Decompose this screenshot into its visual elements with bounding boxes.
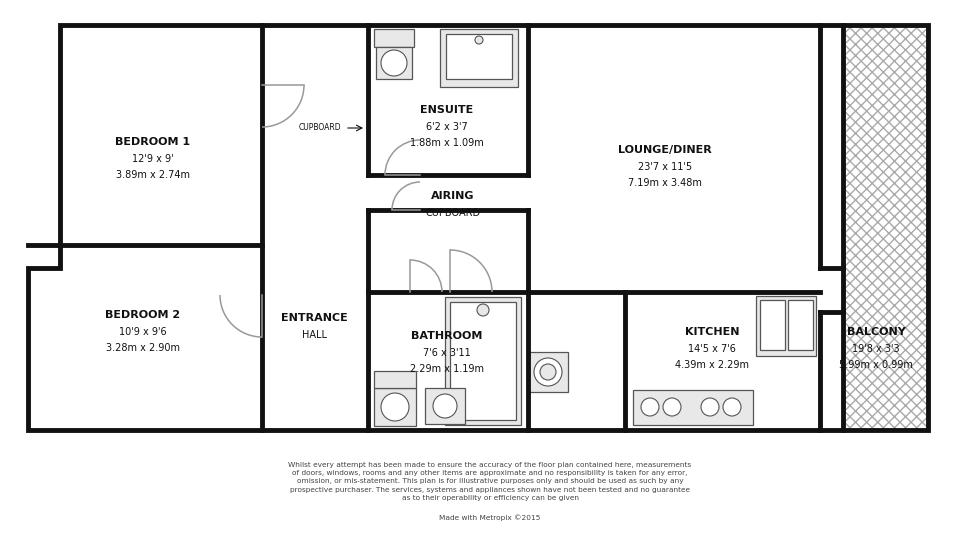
Text: AIRING: AIRING: [431, 191, 474, 201]
Circle shape: [433, 394, 457, 418]
Circle shape: [534, 358, 562, 386]
Text: 10'9 x 9'6: 10'9 x 9'6: [120, 327, 167, 337]
Circle shape: [723, 398, 741, 416]
Circle shape: [477, 304, 489, 316]
Bar: [445, 297, 521, 425]
Text: 19'8 x 3'3: 19'8 x 3'3: [853, 344, 900, 354]
Text: 6'2 x 3'7: 6'2 x 3'7: [426, 122, 467, 132]
Text: 14'5 x 7'6: 14'5 x 7'6: [688, 344, 736, 354]
Bar: [374, 388, 416, 426]
Text: 7'6 x 3'11: 7'6 x 3'11: [423, 348, 470, 358]
Bar: [633, 390, 753, 425]
Bar: [374, 29, 414, 47]
Text: BEDROOM 2: BEDROOM 2: [106, 310, 180, 320]
Text: 3.28m x 2.90m: 3.28m x 2.90m: [106, 343, 180, 353]
Bar: [760, 300, 785, 350]
Text: 1.88m x 1.09m: 1.88m x 1.09m: [410, 138, 484, 148]
Circle shape: [641, 398, 659, 416]
Text: 3.89m x 2.74m: 3.89m x 2.74m: [116, 170, 190, 180]
Circle shape: [540, 364, 556, 380]
Text: ENTRANCE: ENTRANCE: [280, 313, 347, 323]
Bar: [374, 371, 416, 388]
Bar: [450, 302, 516, 420]
Text: 7.19m x 3.48m: 7.19m x 3.48m: [628, 178, 702, 188]
Text: BALCONY: BALCONY: [847, 327, 906, 337]
Bar: [528, 352, 568, 392]
Circle shape: [381, 50, 407, 76]
Circle shape: [663, 398, 681, 416]
Bar: [376, 47, 412, 79]
Circle shape: [701, 398, 719, 416]
Text: KITCHEN: KITCHEN: [685, 327, 739, 337]
Text: 5.99m x 0.99m: 5.99m x 0.99m: [839, 360, 913, 370]
Text: 4.39m x 2.29m: 4.39m x 2.29m: [675, 360, 749, 370]
Text: LOUNGE/DINER: LOUNGE/DINER: [618, 145, 711, 155]
Bar: [440, 29, 518, 87]
Text: 2.29m x 1.19m: 2.29m x 1.19m: [410, 364, 484, 374]
Circle shape: [475, 36, 483, 44]
Polygon shape: [843, 25, 928, 430]
Text: Whilst every attempt has been made to ensure the accuracy of the floor plan cont: Whilst every attempt has been made to en…: [288, 462, 692, 501]
Text: 12'9 x 9': 12'9 x 9': [132, 154, 173, 164]
Circle shape: [381, 393, 409, 421]
Text: Made with Metropix ©2015: Made with Metropix ©2015: [439, 514, 541, 521]
Bar: [446, 34, 512, 79]
Bar: [756, 296, 816, 356]
Bar: [425, 388, 465, 424]
Text: BEDROOM 1: BEDROOM 1: [116, 137, 190, 147]
Text: CUPBOARD: CUPBOARD: [425, 208, 480, 218]
Text: ENSUITE: ENSUITE: [420, 105, 473, 115]
Text: BATHROOM: BATHROOM: [412, 331, 483, 341]
Text: HALL: HALL: [302, 330, 326, 340]
Polygon shape: [28, 25, 928, 430]
Bar: [788, 300, 813, 350]
Text: CUPBOARD: CUPBOARD: [299, 123, 341, 133]
Text: 23'7 x 11'5: 23'7 x 11'5: [638, 162, 692, 172]
